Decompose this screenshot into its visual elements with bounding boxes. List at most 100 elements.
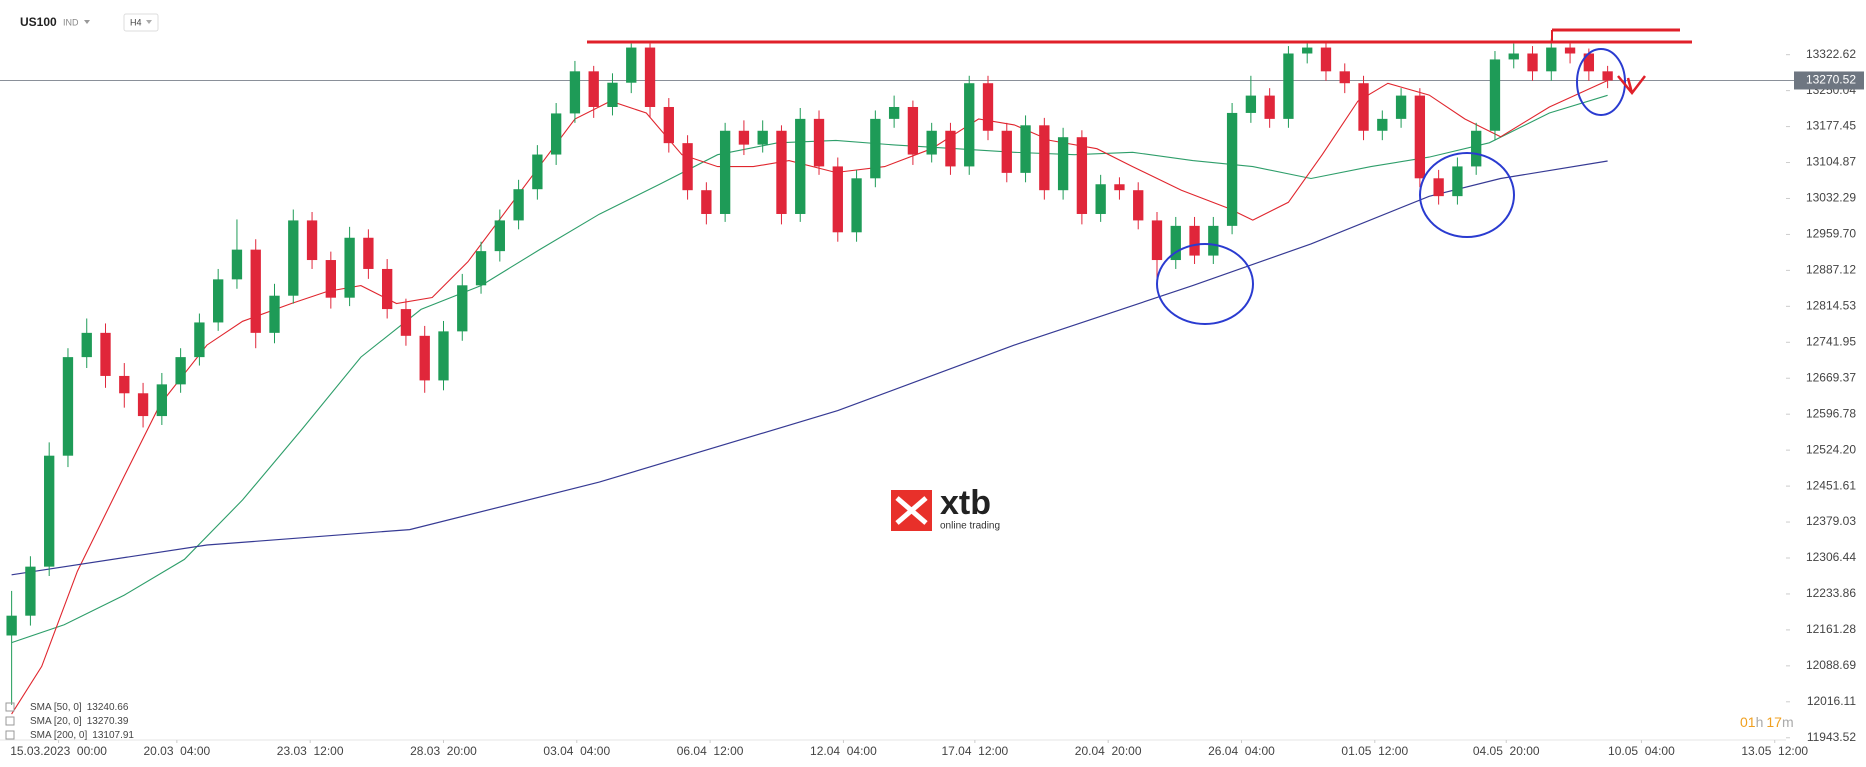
y-tick-label: 12887.12: [1806, 263, 1856, 277]
candle-body: [363, 237, 374, 269]
candle-body: [62, 357, 74, 456]
candle-body: [1302, 47, 1313, 54]
candle-body: [213, 279, 224, 323]
legend-entry: SMA [20, 0] 13270.39: [30, 716, 129, 727]
legend-icon: [5, 730, 15, 740]
candle-body: [569, 71, 581, 114]
support-circle: [1419, 152, 1515, 238]
x-tick-label: 12.04 04:00: [810, 744, 877, 758]
logo-x: [895, 496, 928, 525]
x-tick-label: 23.03 12:00: [277, 744, 344, 758]
y-tick-label: 13177.45: [1806, 119, 1856, 133]
candle-body: [288, 220, 299, 296]
market: IND: [63, 17, 79, 27]
legend-entry: SMA [50, 0] 13240.66: [30, 702, 129, 713]
y-tick-label: 12016.11: [1807, 694, 1856, 708]
candle-body: [25, 566, 36, 616]
candle-body: [1020, 125, 1031, 173]
x-tick-label: 15.03.2023 00:00: [10, 744, 107, 758]
timer: 01h 17m: [1740, 714, 1794, 730]
y-tick-label: 12959.70: [1806, 227, 1856, 241]
timer-unit: m: [1782, 714, 1794, 730]
candle-body: [1245, 95, 1257, 113]
candle-body: [1151, 220, 1163, 261]
candle-body: [1189, 225, 1200, 256]
candle-body: [1471, 130, 1482, 167]
candle-body: [513, 189, 524, 221]
candle-body: [1133, 190, 1144, 221]
candle-body: [1226, 112, 1238, 226]
candle-body: [945, 130, 956, 167]
last-price-label: 13270.52: [1806, 73, 1856, 87]
symbol: US100: [20, 15, 57, 29]
y-tick-label: 12088.69: [1806, 658, 1856, 672]
y-tick-label: 12233.86: [1806, 586, 1856, 600]
candle-body: [588, 71, 599, 107]
candle-body: [250, 249, 261, 333]
x-tick-label: 06.04 12:00: [677, 744, 744, 758]
candle-body: [475, 251, 487, 286]
y-tick-label: 12161.28: [1806, 622, 1856, 636]
legend-name: SMA [200, 0]: [30, 730, 87, 741]
timer-minutes: 17: [1766, 714, 1782, 730]
candle-body: [1057, 137, 1069, 191]
x-tick-label: 13.05 12:00: [1741, 744, 1808, 758]
x-tick-label: 28.03 20:00: [410, 744, 477, 758]
x-tick-label: 01.05 12:00: [1341, 744, 1408, 758]
legend-entry: SMA [200, 0] 13107.91: [30, 730, 134, 741]
timeframe-arrow: [146, 20, 152, 24]
candle-body: [494, 220, 505, 252]
x-tick-label: 26.04 04:00: [1208, 744, 1275, 758]
candle-body: [1508, 53, 1519, 60]
legend-value: 13270.39: [87, 716, 129, 727]
candle-body: [1208, 225, 1219, 256]
timer-unit: h: [1756, 714, 1764, 730]
dropdown-arrow[interactable]: [84, 20, 90, 24]
x-tick-label: 10.05 04:00: [1608, 744, 1675, 758]
candle-body: [776, 130, 787, 214]
candle-body: [269, 295, 280, 333]
candle-body: [1602, 71, 1613, 81]
sma-line: [11, 94, 1608, 644]
y-tick-label: 12814.53: [1806, 299, 1856, 313]
candle-body: [1433, 178, 1444, 197]
candle-body: [1001, 130, 1012, 173]
candle-body: [419, 335, 430, 381]
legend-icon: [5, 702, 15, 712]
candle-body: [6, 615, 17, 636]
candle-body: [888, 106, 900, 119]
timer-hours: 01: [1740, 714, 1756, 730]
candle-body: [719, 130, 731, 214]
candle-body: [738, 130, 750, 145]
y-tick-label: 12524.20: [1806, 442, 1856, 456]
y-tick-label: 12379.03: [1806, 514, 1856, 528]
candle-body: [1564, 47, 1576, 54]
y-tick-label: 13104.87: [1806, 155, 1856, 169]
candle-body: [1264, 95, 1275, 119]
candle-body: [438, 331, 449, 381]
y-tick-label: 12451.61: [1806, 478, 1856, 492]
candle-body: [907, 106, 919, 155]
support-circle: [1156, 243, 1254, 325]
legend-name: SMA [20, 0]: [30, 716, 82, 727]
candle-body: [175, 357, 186, 385]
candle-body: [81, 332, 92, 358]
x-tick-label: 17.04 12:00: [941, 744, 1008, 758]
candle-body: [870, 118, 881, 179]
y-tick-label: 12741.95: [1806, 334, 1856, 348]
candle-body: [1395, 95, 1407, 119]
candle-body: [1527, 53, 1538, 72]
down-arrow: [1617, 75, 1646, 96]
candle-body: [1114, 184, 1125, 191]
legend-value: 13240.66: [87, 702, 129, 713]
legend-name: SMA [50, 0]: [30, 702, 82, 713]
candle-body: [832, 166, 843, 233]
candle-body: [1283, 53, 1294, 119]
timeframe-box[interactable]: [123, 13, 159, 32]
candle-body: [607, 82, 618, 107]
candle-body: [1358, 83, 1369, 131]
candle-body: [1583, 53, 1595, 72]
x-tick-label: 20.03 04:00: [143, 744, 210, 758]
candle-body: [1320, 47, 1332, 72]
